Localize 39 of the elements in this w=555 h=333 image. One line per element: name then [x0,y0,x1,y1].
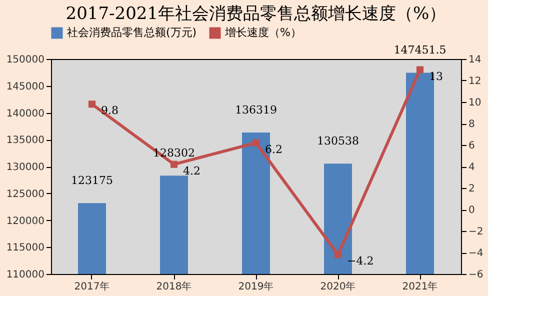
legend-label: 增长速度（%） [224,26,302,39]
y2-tick-label: −2 [468,226,484,238]
y-tick-label: 130000 [6,162,44,173]
data-label: 123175 [71,174,113,188]
y2-tick-label: 6 [468,140,475,152]
x-tick-label: 2017年 [74,280,110,292]
data-label: 147451.5 [394,44,446,57]
point [170,160,178,168]
y2-tick-label: 4 [468,162,475,173]
y-tick-label: 125000 [6,188,44,200]
point [252,139,260,146]
y-tick-label: 115000 [6,242,44,254]
y-tick-label: 150000 [6,54,44,66]
x-tick-label: 2020年 [320,280,356,292]
y2-tick-label: 8 [468,119,475,130]
data-label: 136319 [235,104,277,117]
chart-title: 2017-2021年社会消费品零售总额增长速度（%） [66,4,446,24]
y-tick-label: 110000 [6,270,44,280]
x-tick-label: 2021年 [402,280,438,292]
data-label: 4.2 [183,164,200,178]
y2-tick-label: 10 [468,98,482,108]
y-tick-label: 145000 [6,81,44,92]
y2-tick-label: −6 [468,270,484,280]
y2-tick-label: 14 [468,54,482,66]
x-tick-label: 2019年 [238,280,274,292]
data-label: 130538 [317,134,359,148]
legend-label: 社会消费品零售总额(万元) [67,26,197,39]
y2-tick-label: −4 [468,248,484,259]
y2-tick-label: 12 [468,76,482,87]
data-label: 9.8 [101,104,118,118]
point [334,251,342,258]
y-tick-label: 120000 [6,216,44,227]
y-tick-label: 140000 [6,108,44,120]
y-tick-label: 135000 [6,135,44,146]
y2-tick-label: 0 [468,205,475,216]
y2-tick-label: 2 [468,184,475,194]
point [88,100,96,108]
x-tick-label: 2018年 [156,280,192,292]
point [416,66,424,74]
